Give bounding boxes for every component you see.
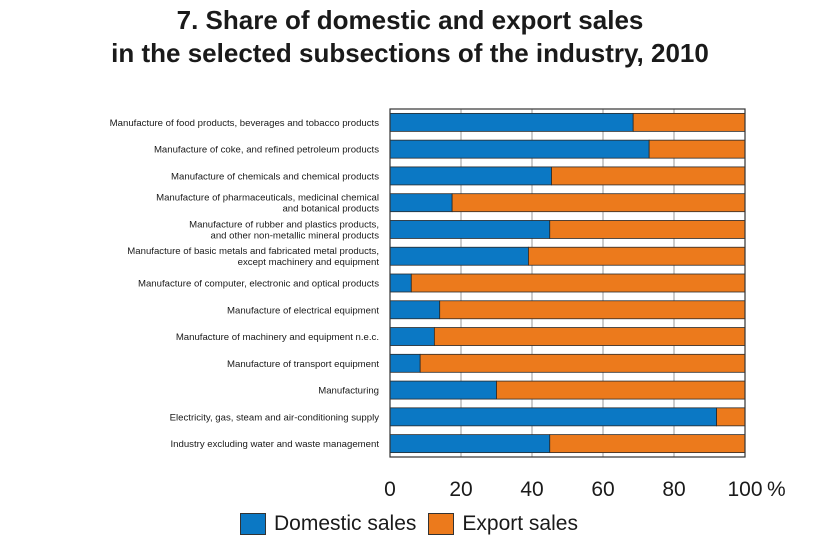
bar-domestic	[389, 300, 441, 320]
x-tick-label: 80	[662, 478, 685, 501]
bar-export	[648, 139, 746, 159]
chart-title-line-1: 7. Share of domestic and export sales	[176, 5, 644, 35]
category-label: Manufacture of pharmaceuticals, medicina…	[156, 193, 379, 204]
category-label: and other non-metallic mineral products	[210, 230, 379, 241]
bar-domestic	[389, 112, 634, 132]
category-label: Industry excluding water and waste manag…	[170, 439, 379, 450]
bar-domestic	[389, 327, 435, 346]
bar-export	[439, 300, 746, 320]
x-tick-label: 40	[520, 478, 543, 501]
chart-title-line-2: in the selected subsections of the indus…	[111, 38, 709, 68]
bar-domestic	[389, 193, 453, 213]
legend-label-domestic: Domestic sales	[274, 512, 417, 535]
bar-export	[419, 353, 746, 373]
bar-export	[528, 246, 746, 266]
x-tick-label: 0	[384, 478, 396, 501]
bar-export	[551, 166, 746, 186]
category-label: Manufacture of basic metals and fabricat…	[127, 246, 379, 257]
bar-domestic	[389, 139, 650, 159]
category-labels: Manufacture of food products, beverages …	[110, 118, 380, 450]
category-label: Manufacture of chemicals and chemical pr…	[171, 171, 379, 182]
plot-area-frame	[389, 108, 746, 458]
x-tick-labels: 0 20 40 60 80 100%	[384, 478, 786, 501]
category-label: Manufacture of computer, electronic and …	[138, 279, 379, 290]
x-unit-label: %	[767, 478, 786, 501]
bar-domestic	[389, 273, 412, 293]
legend-swatch-export	[428, 513, 455, 535]
bar-domestic	[389, 220, 551, 239]
chart-title: 7. Share of domestic and export sales in…	[0, 4, 820, 70]
category-label: and botanical products	[282, 204, 379, 215]
legend-label-export: Export sales	[462, 512, 578, 535]
x-tick-label: 100	[727, 478, 762, 501]
bar-export	[716, 407, 746, 427]
bar-domestic	[389, 434, 551, 454]
category-label: Manufacture of food products, beverages …	[110, 118, 380, 129]
category-label: except machinery and equipment	[238, 257, 380, 268]
legend-item-domestic: Domestic sales	[240, 512, 416, 536]
bar-domestic	[389, 380, 497, 400]
bars	[389, 112, 746, 454]
category-label: Manufacture of electrical equipment	[227, 305, 379, 316]
category-label: Electricity, gas, steam and air-conditio…	[170, 412, 380, 423]
bar-domestic	[389, 166, 552, 186]
x-tick-label: 60	[591, 478, 614, 501]
bar-export	[549, 220, 746, 239]
legend-item-export: Export sales	[428, 512, 578, 536]
bar-export	[549, 434, 746, 454]
legend: Domestic sales Export sales	[240, 508, 590, 540]
category-label: Manufacture of transport equipment	[227, 359, 379, 370]
bar-export	[433, 327, 746, 346]
legend-swatch-domestic	[240, 513, 266, 535]
bar-export	[410, 273, 746, 293]
category-label: Manufacture of rubber and plastics produ…	[189, 219, 379, 230]
category-label: Manufacturing	[318, 386, 379, 397]
bar-domestic	[389, 407, 718, 427]
bar-export	[451, 193, 746, 213]
bar-export	[632, 112, 746, 132]
bar-export	[496, 380, 746, 400]
bar-domestic	[389, 353, 421, 373]
category-label: Manufacture of coke, and refined petrole…	[154, 145, 379, 156]
category-label: Manufacture of machinery and equipment n…	[176, 332, 379, 343]
bar-domestic	[389, 246, 529, 266]
x-tick-label: 20	[449, 478, 472, 501]
